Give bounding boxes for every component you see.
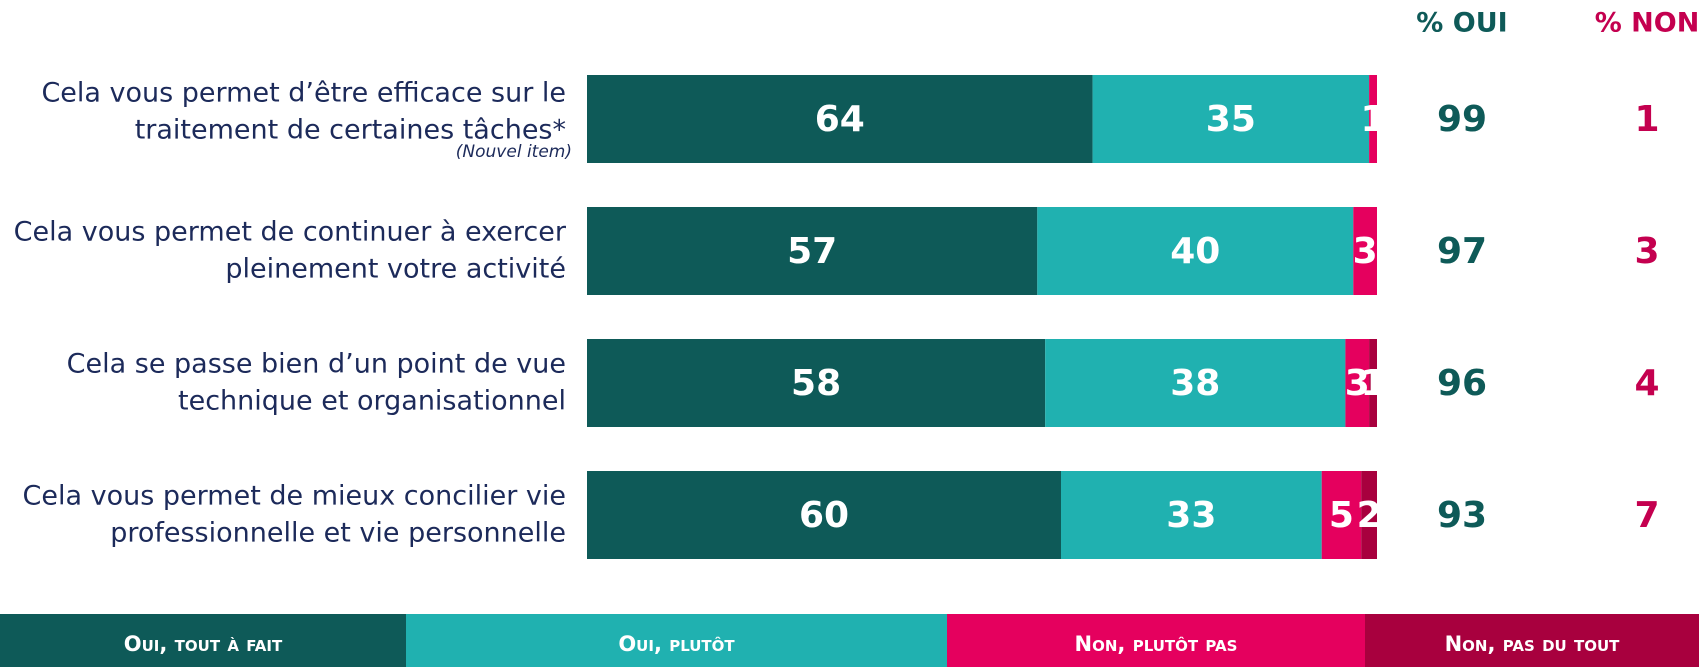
total-value: 96 <box>1437 363 1487 404</box>
bar-segment <box>1369 339 1377 427</box>
bar-segment <box>1037 207 1354 295</box>
category-label: Cela vous permet de continuer à exercer <box>14 217 567 248</box>
segment-label: 1 <box>1361 363 1386 404</box>
category-label: Cela vous permet d’être efficace sur le <box>41 78 566 109</box>
legend-label: Non, plutôt pas <box>1075 632 1238 656</box>
category-label: professionnelle et vie personnelle <box>110 518 566 549</box>
legend-label: Oui, plutôt <box>618 632 735 656</box>
total-header: % NON <box>1595 8 1699 39</box>
bar-segment <box>1321 471 1362 559</box>
legend-label: Oui, tout à fait <box>124 632 283 656</box>
bar-segment <box>1092 75 1370 163</box>
category-label: technique et organisationnel <box>178 386 566 417</box>
segment-label: 58 <box>791 363 841 404</box>
bar-segment <box>1361 471 1377 559</box>
segment-label: 5 <box>1329 495 1354 536</box>
bar-segment <box>587 339 1046 427</box>
legend-swatch <box>406 614 947 667</box>
segment-label: 1 <box>1361 99 1386 140</box>
legend-swatch <box>1365 614 1699 667</box>
bar-segment <box>1369 75 1377 163</box>
total-header: % OUI <box>1416 8 1507 39</box>
segment-label: 2 <box>1357 495 1382 536</box>
bar-segment <box>1061 471 1322 559</box>
total-value: 4 <box>1634 363 1659 404</box>
category-label: traitement de certaines tâches* <box>135 115 566 146</box>
segment-label: 38 <box>1170 363 1220 404</box>
bar-segment <box>587 471 1061 559</box>
total-value: 93 <box>1437 495 1487 536</box>
bar-segment <box>1045 339 1346 427</box>
segment-label: 3 <box>1345 363 1370 404</box>
category-label: Cela vous permet de mieux concilier vie <box>23 481 566 512</box>
segment-label: 57 <box>787 231 837 272</box>
segment-label: 3 <box>1353 231 1378 272</box>
category-label: pleinement votre activité <box>225 254 566 285</box>
bar-segment <box>587 75 1093 163</box>
segment-label: 33 <box>1166 495 1216 536</box>
bar-segment <box>587 207 1038 295</box>
legend-label: Non, pas du tout <box>1445 632 1621 656</box>
total-value: 7 <box>1634 495 1659 536</box>
total-value: 99 <box>1437 99 1487 140</box>
segment-label: 60 <box>799 495 849 536</box>
category-label: Cela se passe bien d’un point de vue <box>67 349 566 380</box>
legend-swatch <box>947 614 1365 667</box>
total-value: 1 <box>1634 99 1659 140</box>
segment-label: 40 <box>1170 231 1220 272</box>
bar-segment <box>1345 339 1370 427</box>
total-value: 3 <box>1634 231 1659 272</box>
category-note: (Nouvel item) <box>456 142 572 162</box>
segment-label: 64 <box>815 99 865 140</box>
total-value: 97 <box>1437 231 1487 272</box>
bar-segment <box>1353 207 1377 295</box>
segment-label: 35 <box>1206 99 1256 140</box>
legend-swatch <box>0 614 406 667</box>
